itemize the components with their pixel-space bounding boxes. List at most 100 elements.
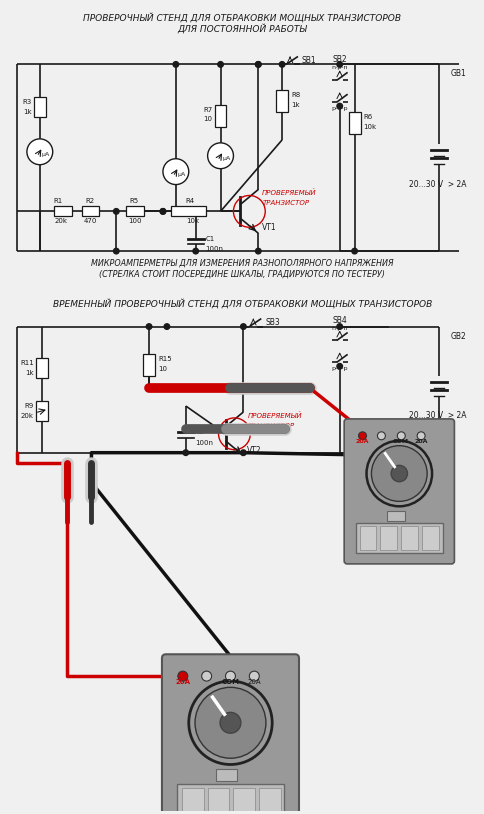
Text: 20k: 20k [21, 413, 34, 419]
Text: 470: 470 [83, 218, 97, 225]
Circle shape [160, 208, 166, 214]
Circle shape [113, 248, 119, 254]
Bar [387, 511, 405, 521]
Text: C1: C1 [205, 236, 214, 243]
Circle shape [207, 142, 233, 168]
Text: 10: 10 [158, 366, 166, 372]
Text: SB2: SB2 [332, 55, 347, 64]
Text: 10k: 10k [363, 124, 376, 130]
Bar [177, 785, 284, 814]
Text: SB1: SB1 [302, 56, 316, 65]
Text: 10k: 10k [185, 218, 198, 225]
Circle shape [371, 446, 426, 501]
Bar [379, 526, 396, 550]
Text: 1k: 1k [23, 109, 32, 115]
Text: R7: R7 [203, 107, 212, 113]
Circle shape [164, 324, 169, 330]
Circle shape [377, 431, 385, 440]
Circle shape [201, 672, 211, 681]
Bar [36, 401, 47, 421]
Text: ПРОВЕРОЧНЫЙ СТЕНД ДЛЯ ОТБРАКОВКИ МОЩНЫХ ТРАНЗИСТОРОВ
ДЛЯ ПОСТОЯННОЙ РАБОТЫ: ПРОВЕРОЧНЫЙ СТЕНД ДЛЯ ОТБРАКОВКИ МОЩНЫХ … [83, 13, 401, 34]
Circle shape [173, 62, 178, 68]
Text: μA: μA [222, 156, 230, 161]
Text: p-n-p: p-n-p [331, 106, 347, 111]
Bar [81, 207, 99, 217]
Text: COM: COM [221, 679, 239, 685]
Text: 100n: 100n [205, 246, 223, 252]
Text: R9: R9 [25, 403, 34, 409]
Circle shape [163, 159, 188, 185]
Bar [36, 358, 47, 379]
Text: VT1: VT1 [262, 223, 276, 232]
Text: 20k: 20k [55, 218, 68, 225]
Text: 20...30 V  > 2A: 20...30 V > 2A [408, 411, 466, 421]
Circle shape [336, 103, 342, 109]
Text: 1k: 1k [25, 370, 34, 376]
Text: R3: R3 [23, 99, 32, 105]
Bar [214, 105, 226, 127]
Circle shape [390, 466, 407, 482]
Circle shape [249, 672, 259, 681]
Text: μA: μA [178, 172, 186, 177]
Text: ТРАНЗИСТОР: ТРАНЗИСТОР [262, 200, 309, 207]
Circle shape [195, 687, 265, 758]
Circle shape [188, 681, 272, 764]
Bar [143, 354, 155, 376]
Circle shape [146, 324, 151, 330]
Text: GB2: GB2 [450, 331, 466, 340]
Text: 20A: 20A [413, 439, 427, 444]
Bar [275, 90, 287, 112]
Bar [215, 769, 237, 781]
Circle shape [220, 712, 241, 733]
Text: n-p-n: n-p-n [331, 65, 347, 70]
Circle shape [255, 62, 260, 68]
Text: p-n-p: p-n-p [331, 366, 347, 371]
Text: ТРАНЗИСТОР: ТРАНЗИСТОР [247, 422, 294, 429]
Circle shape [193, 248, 198, 254]
Text: R8: R8 [290, 92, 300, 98]
Text: 100: 100 [128, 218, 141, 225]
Circle shape [217, 62, 223, 68]
Circle shape [336, 324, 342, 330]
Text: COM: COM [393, 439, 408, 444]
Text: n-p-n: n-p-n [331, 326, 347, 330]
Circle shape [416, 431, 424, 440]
FancyBboxPatch shape [344, 419, 454, 564]
Text: ПРОВЕРЯЕМЫЙ: ПРОВЕРЯЕМЫЙ [247, 412, 302, 419]
Circle shape [240, 324, 246, 330]
Circle shape [113, 208, 119, 214]
Text: 20...30 V  > 2A: 20...30 V > 2A [408, 180, 466, 189]
Bar [259, 788, 281, 814]
Circle shape [160, 208, 166, 214]
Text: R5: R5 [129, 199, 138, 204]
Text: μA: μA [42, 152, 50, 157]
Circle shape [255, 248, 260, 254]
Circle shape [396, 431, 405, 440]
Circle shape [240, 450, 246, 456]
Text: 20A: 20A [175, 679, 190, 685]
Circle shape [255, 62, 260, 68]
Text: SB3: SB3 [265, 318, 279, 327]
Text: ВРЕМЕННЫЙ ПРОВЕРОЧНЫЙ СТЕНД ДЛЯ ОТБРАКОВКИ МОЩНЫХ ТРАНЗИСТОРОВ: ВРЕМЕННЫЙ ПРОВЕРОЧНЫЙ СТЕНД ДЛЯ ОТБРАКОВ… [53, 299, 431, 309]
Circle shape [27, 139, 53, 164]
Bar [207, 788, 229, 814]
Circle shape [178, 672, 187, 681]
Text: VT2: VT2 [247, 446, 261, 455]
Text: C2: C2 [196, 429, 204, 435]
Text: 100n: 100n [196, 440, 213, 446]
Bar [170, 207, 205, 217]
Text: МИКРОАМПЕРМЕТРЫ ДЛЯ ИЗМЕРЕНИЯ РАЗНОПОЛЯРНОГО НАПРЯЖЕНИЯ
(СТРЕЛКА СТОИТ ПОСЕРЕДИН: МИКРОАМПЕРМЕТРЫ ДЛЯ ИЗМЕРЕНИЯ РАЗНОПОЛЯР… [91, 259, 393, 278]
Circle shape [336, 62, 342, 68]
Text: R11: R11 [20, 361, 34, 366]
Bar [182, 788, 203, 814]
Text: 1k: 1k [290, 102, 299, 108]
Text: 20A: 20A [355, 439, 368, 444]
Text: ПРОВЕРЯЕМЫЙ: ПРОВЕРЯЕМЫЙ [262, 190, 316, 196]
Bar [233, 788, 255, 814]
Circle shape [351, 248, 357, 254]
Bar [348, 112, 360, 134]
Bar [400, 526, 417, 550]
FancyBboxPatch shape [162, 654, 298, 814]
Circle shape [182, 450, 188, 456]
Text: R4: R4 [185, 199, 195, 204]
